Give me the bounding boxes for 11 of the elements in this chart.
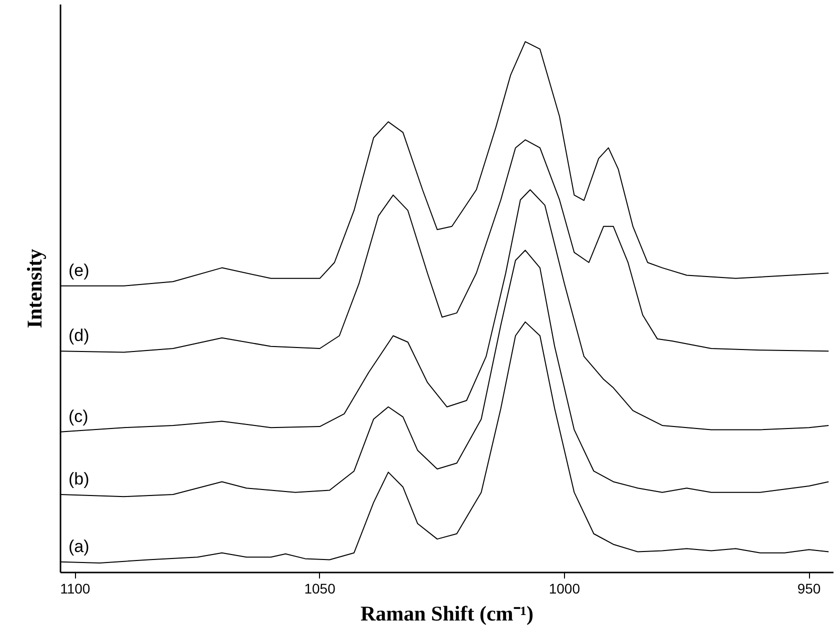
x-tick-label: 1000 <box>548 580 580 596</box>
series-label: (c) <box>68 406 88 426</box>
x-tick-label: 1050 <box>304 580 336 596</box>
x-tick-label: 1100 <box>60 580 90 596</box>
series-label: (d) <box>68 326 90 346</box>
x-tick-label: 950 <box>797 580 821 596</box>
series-label: (a) <box>68 536 90 556</box>
series-label: (e) <box>68 260 90 280</box>
series-label: (b) <box>68 469 90 488</box>
y-axis-title: Intensity <box>22 248 46 328</box>
x-axis-title: Raman Shift (cm⁻¹) <box>360 602 534 626</box>
